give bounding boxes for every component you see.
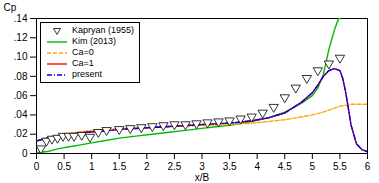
svg-text:Cp: Cp — [4, 2, 17, 13]
svg-text:0: 0 — [22, 148, 28, 159]
svg-text:6: 6 — [365, 161, 371, 172]
svg-text:0.5: 0.5 — [57, 161, 71, 172]
svg-text:2: 2 — [144, 161, 150, 172]
svg-text:.10: .10 — [14, 51, 28, 62]
svg-text:2.5: 2.5 — [167, 161, 181, 172]
html-text:Ca=0: Ca=0 — [72, 47, 94, 57]
html-text:Ca=1: Ca=1 — [72, 58, 94, 68]
svg-text:.14: .14 — [14, 13, 28, 24]
svg-text:.06: .06 — [14, 90, 28, 101]
svg-text:5.5: 5.5 — [333, 161, 347, 172]
svg-text:.04: .04 — [14, 109, 28, 120]
svg-text:.12: .12 — [14, 32, 28, 43]
svg-text:x/B: x/B — [195, 172, 210, 183]
svg-text:4: 4 — [254, 161, 260, 172]
svg-text:4.5: 4.5 — [278, 161, 292, 172]
svg-text:0: 0 — [34, 161, 40, 172]
svg-text:1.5: 1.5 — [112, 161, 126, 172]
svg-text:1: 1 — [89, 161, 95, 172]
html-text:Kapryan (1955): Kapryan (1955) — [72, 25, 134, 35]
svg-text:.08: .08 — [14, 71, 28, 82]
html-text:Kim (2013): Kim (2013) — [72, 36, 116, 46]
svg-text:.02: .02 — [14, 128, 28, 139]
html-text:present: present — [72, 69, 102, 79]
svg-text:3: 3 — [199, 161, 205, 172]
svg-text:5: 5 — [310, 161, 316, 172]
svg-text:3.5: 3.5 — [223, 161, 237, 172]
